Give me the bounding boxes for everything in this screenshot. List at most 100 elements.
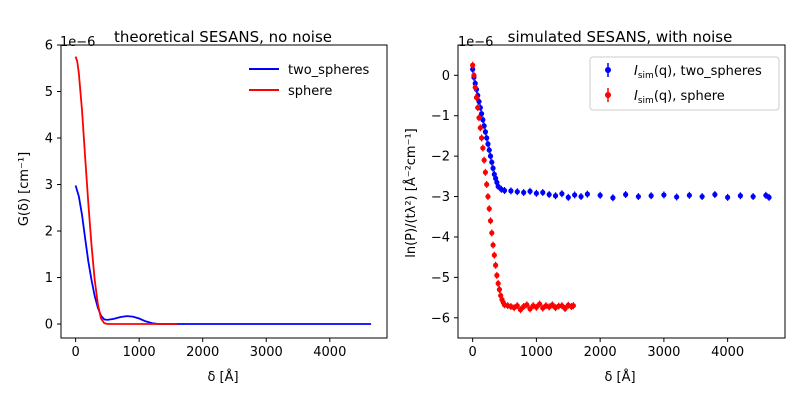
left-x-tick-label: 0	[71, 345, 79, 360]
data-point-i-sim-q-sphere	[570, 303, 576, 309]
data-point-i-sim-q-two-spheres	[472, 80, 478, 86]
right-y-tick-label: −2	[431, 150, 450, 165]
data-point-i-sim-q-two-spheres	[514, 189, 520, 195]
data-point-i-sim-q-two-spheres	[674, 194, 680, 200]
right-x-tick-label: 4000	[711, 345, 744, 360]
data-point-i-sim-q-two-spheres	[480, 117, 486, 123]
right-y-tick-label: −1	[431, 109, 450, 124]
data-point-i-sim-q-sphere	[470, 62, 476, 68]
data-point-i-sim-q-two-spheres	[610, 195, 616, 201]
legend-label-isim-two-spheres: Isim(q), two_spheres	[634, 64, 762, 81]
data-point-i-sim-q-sphere	[524, 302, 530, 308]
left-panel: 0 1000 2000 3000 4000 0 1 2 3 4 5 6 theoretical SES…	[17, 28, 388, 385]
data-point-i-sim-q-two-spheres	[501, 187, 508, 194]
data-point-i-sim-q-sphere	[489, 230, 495, 236]
data-point-i-sim-q-two-spheres	[737, 193, 743, 199]
data-point-i-sim-q-sphere	[477, 125, 483, 131]
data-point-i-sim-q-sphere	[487, 218, 494, 224]
data-point-i-sim-q-two-spheres	[725, 194, 731, 200]
data-point-i-sim-q-two-spheres	[484, 135, 490, 141]
data-point-i-sim-q-two-spheres	[521, 189, 527, 196]
data-point-i-sim-q-sphere	[484, 181, 490, 188]
data-point-i-sim-q-sphere	[482, 169, 489, 175]
data-point-i-sim-q-sphere	[493, 262, 499, 268]
left-axes-frame	[60, 44, 388, 339]
right-legend: Isim(q), two_spheres Isim(q), sphere	[589, 56, 780, 111]
legend-label-sphere: sphere	[288, 84, 332, 99]
data-point-i-sim-q-sphere	[478, 135, 485, 141]
data-point-i-sim-q-two-spheres	[490, 165, 496, 171]
data-point-i-sim-q-two-spheres	[559, 191, 565, 197]
right-x-tick-label: 0	[469, 345, 477, 360]
right-y-tick-label: −5	[431, 271, 450, 286]
data-point-i-sim-q-two-spheres	[546, 191, 552, 198]
data-point-i-sim-q-two-spheres	[486, 147, 492, 153]
left-y-tick-label: 1	[45, 271, 53, 286]
data-point-i-sim-q-two-spheres	[527, 188, 533, 194]
data-point-i-sim-q-sphere	[527, 306, 533, 312]
right-x-tick-label: 1000	[520, 345, 553, 360]
left-x-tick-label: 4000	[313, 345, 346, 360]
legend-marker-two-spheres	[605, 67, 611, 73]
right-y-offset-label: 1e−6	[458, 35, 493, 50]
right-y-tick-label: 0	[442, 69, 450, 84]
data-point-i-sim-q-two-spheres	[712, 191, 718, 198]
data-point-i-sim-q-two-spheres	[485, 141, 491, 147]
data-point-i-sim-q-sphere	[475, 105, 481, 111]
data-point-i-sim-q-sphere	[471, 72, 477, 78]
right-y-tick-label: −3	[431, 190, 450, 205]
data-point-i-sim-q-two-spheres	[623, 191, 629, 198]
legend-label-isim-sphere: Isim(q), sphere	[634, 89, 725, 106]
left-y-offset-label: 1e−6	[60, 35, 95, 50]
left-x-tick-label: 2000	[186, 345, 219, 360]
data-point-i-sim-q-two-spheres	[476, 98, 482, 105]
right-axes-frame	[457, 44, 786, 339]
data-point-i-sim-q-two-spheres	[766, 194, 772, 200]
right-chart-title: simulated SESANS, with noise	[508, 28, 733, 46]
left-y-tick-label: 2	[45, 225, 53, 240]
data-point-i-sim-q-two-spheres	[750, 193, 756, 200]
data-point-i-sim-q-sphere	[495, 280, 501, 287]
data-point-i-sim-q-two-spheres	[489, 159, 495, 165]
data-point-i-sim-q-sphere	[490, 242, 496, 248]
data-point-i-sim-q-two-spheres	[487, 153, 494, 159]
data-point-i-sim-q-sphere	[536, 301, 543, 307]
left-y-tick-label: 3	[45, 178, 53, 193]
right-legend-frame	[589, 56, 780, 111]
data-point-i-sim-q-sphere	[496, 286, 503, 293]
data-point-i-sim-q-two-spheres	[686, 192, 692, 198]
data-point-i-sim-q-two-spheres	[482, 129, 489, 135]
data-point-i-sim-q-two-spheres	[648, 193, 654, 199]
data-point-i-sim-q-two-spheres	[533, 190, 540, 196]
data-point-i-sim-q-two-spheres	[572, 192, 578, 198]
data-point-i-sim-q-two-spheres	[540, 189, 546, 196]
left-x-tick-label: 3000	[250, 345, 283, 360]
data-point-i-sim-q-two-spheres	[635, 193, 641, 200]
left-y-tick-label: 0	[45, 318, 53, 333]
data-point-i-sim-q-sphere	[533, 304, 540, 310]
right-y-axis-label: ln(P)/(tλ²) [Å⁻²cm⁻¹]	[403, 128, 419, 258]
data-point-i-sim-q-two-spheres	[478, 111, 485, 117]
data-point-i-sim-q-sphere	[485, 193, 491, 200]
data-point-i-sim-q-sphere	[517, 307, 524, 313]
left-y-tick-label: 4	[45, 132, 53, 147]
left-y-tick-label: 6	[45, 39, 53, 54]
legend-marker-sphere	[605, 92, 611, 98]
left-x-axis-label: δ [Å]	[207, 369, 238, 385]
right-plot-layer	[470, 61, 772, 314]
left-chart-title: theoretical SESANS, no noise	[114, 28, 332, 46]
right-panel: 0 1000 2000 3000 4000 0 −1 −2 −3 −4 −5 −6 simulated…	[403, 28, 786, 385]
right-x-axis-label: δ [Å]	[604, 369, 635, 385]
data-point-i-sim-q-sphere	[481, 157, 487, 163]
data-point-i-sim-q-two-spheres	[578, 193, 584, 200]
data-point-i-sim-q-two-spheres	[508, 188, 514, 194]
data-point-i-sim-q-two-spheres	[565, 194, 571, 200]
series-line-sphere	[74, 56, 178, 325]
legend-label-two-spheres: two_spheres	[288, 63, 370, 78]
data-point-i-sim-q-sphere	[480, 145, 486, 151]
left-axes-layer: 0 1000 2000 3000 4000 0 1 2 3 4 5 6	[45, 39, 388, 360]
right-axes-layer: 0 1000 2000 3000 4000 0 −1 −2 −3 −4 −5 −6	[431, 44, 786, 360]
data-point-i-sim-q-sphere	[491, 252, 497, 258]
left-y-tick-label: 5	[45, 85, 53, 100]
data-point-i-sim-q-sphere	[494, 272, 500, 278]
